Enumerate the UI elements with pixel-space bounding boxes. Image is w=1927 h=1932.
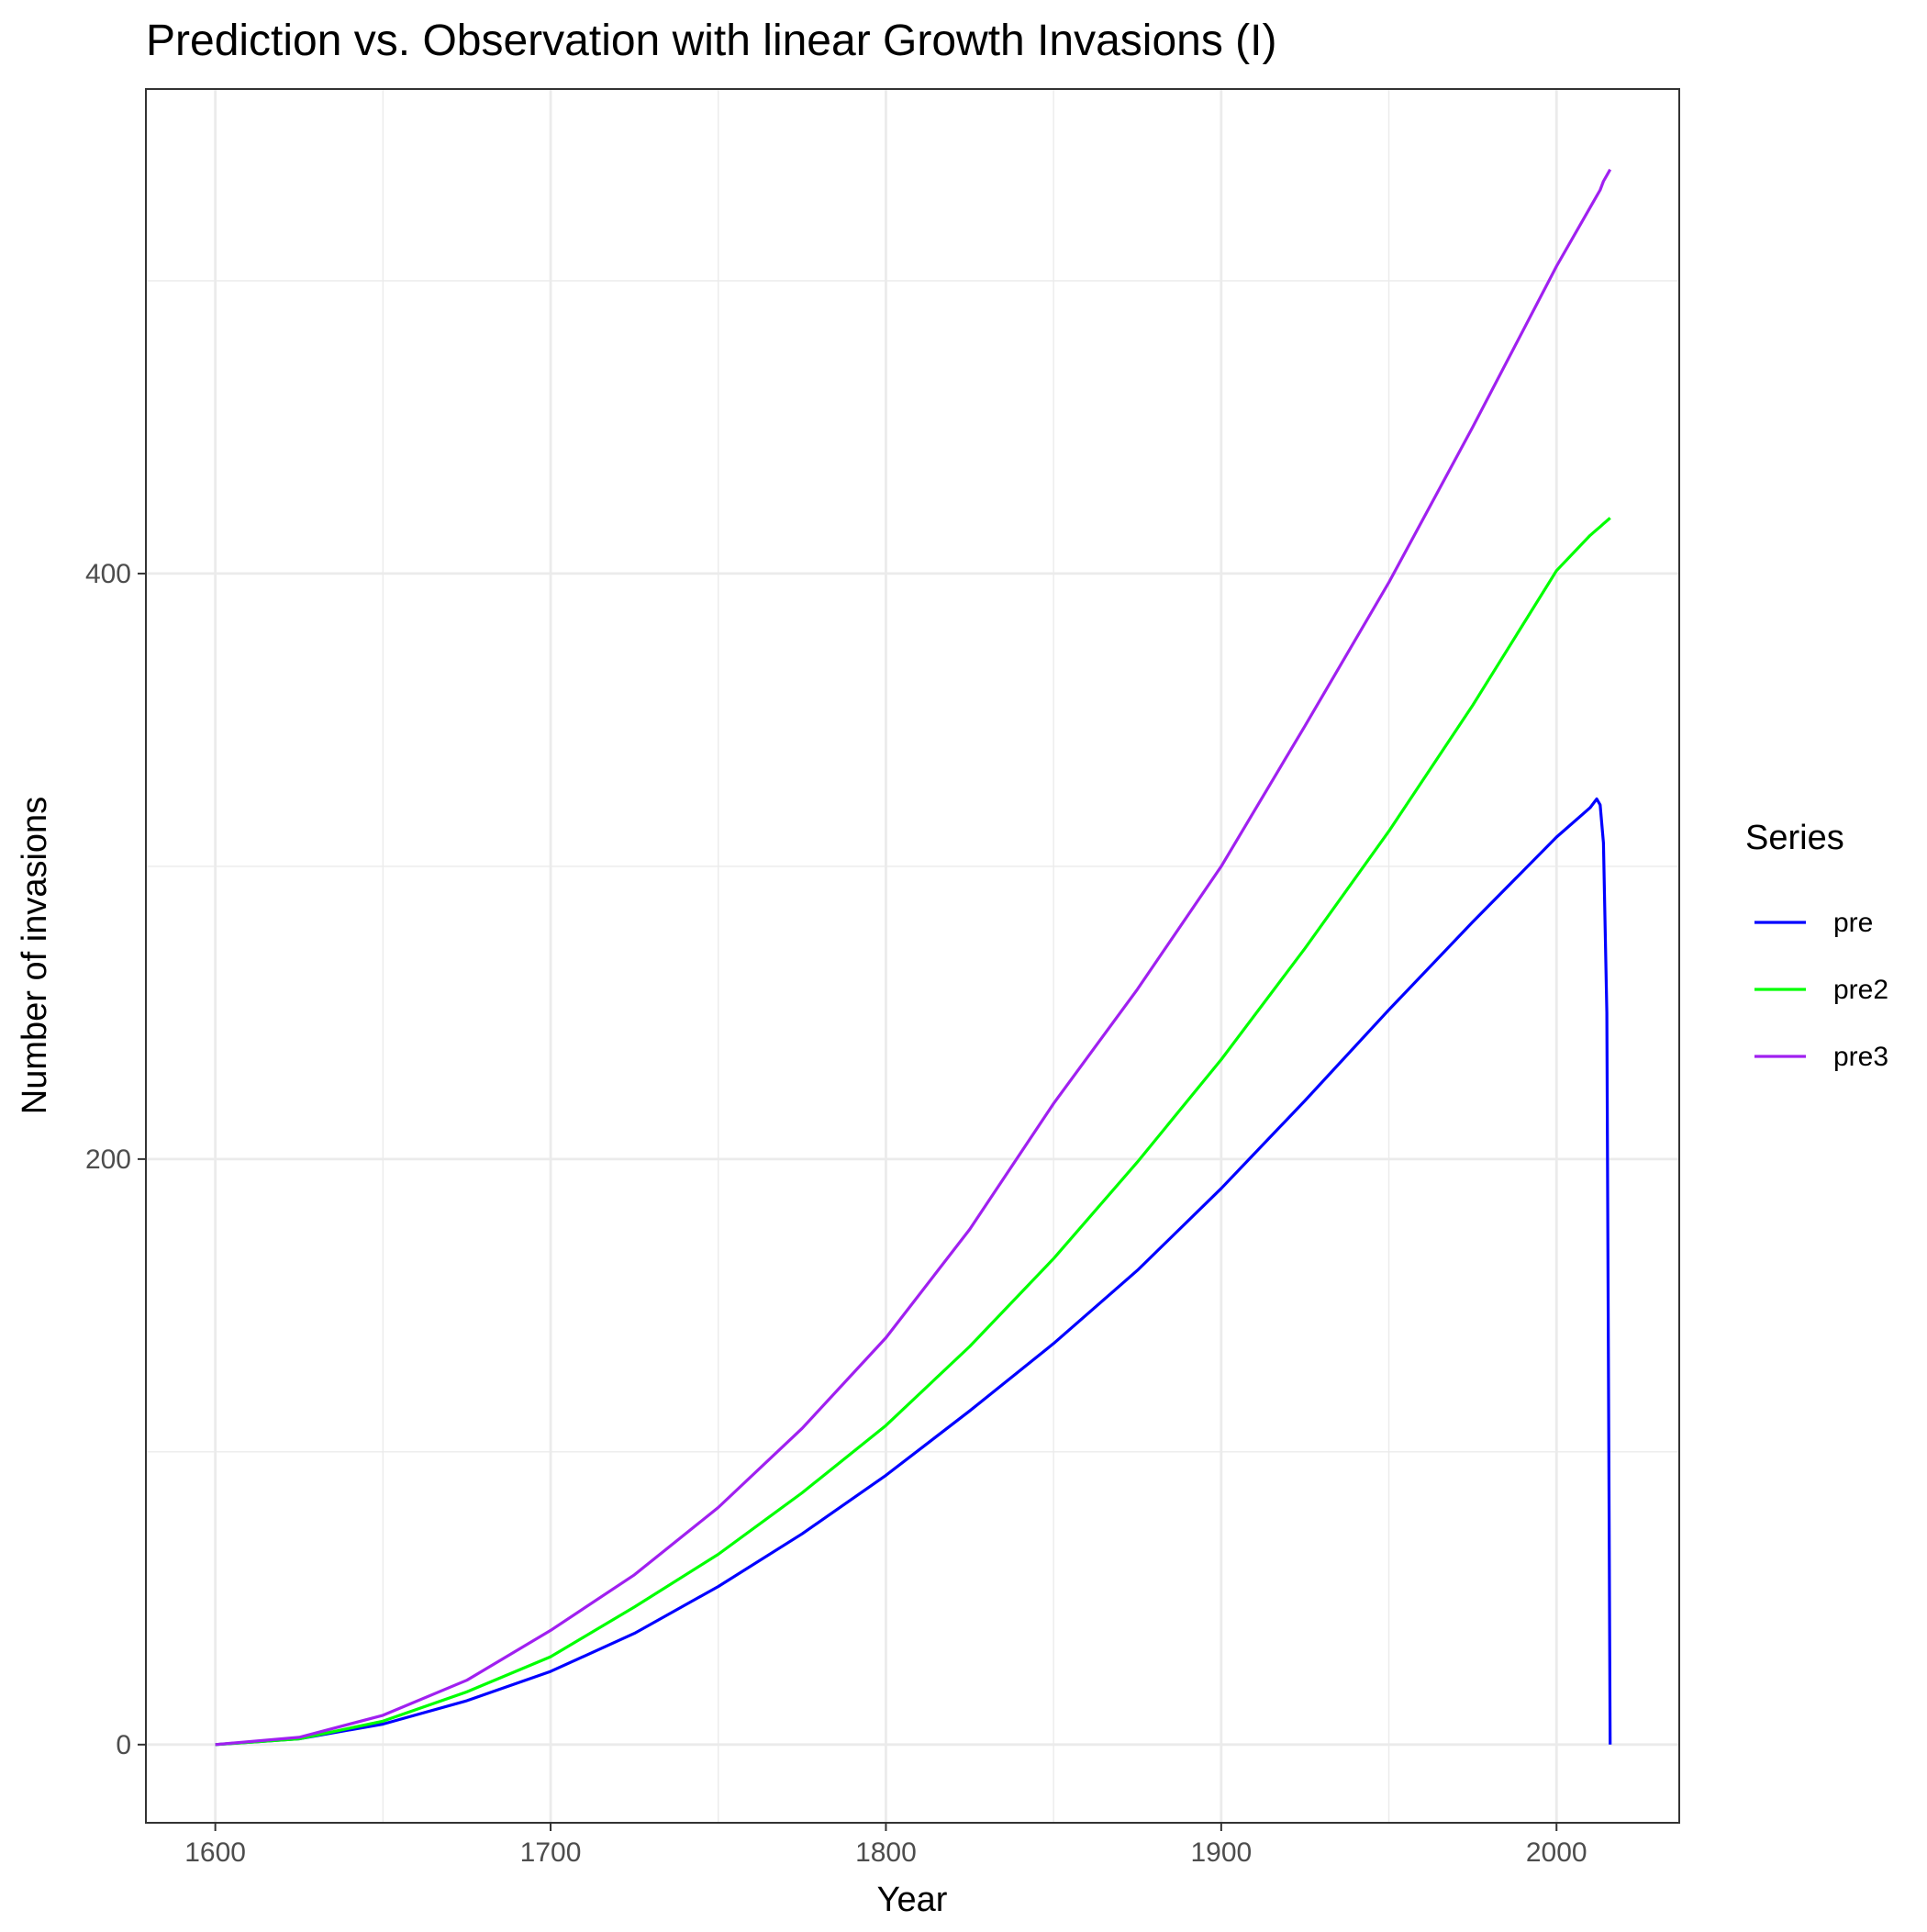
chart-title: Prediction vs. Observation with linear G… <box>146 17 1276 65</box>
series-line <box>215 168 1612 1747</box>
legend-label: pre3 <box>1833 1042 1888 1072</box>
y-tick-label: 200 <box>85 1145 131 1175</box>
legend-label: pre2 <box>1833 975 1888 1005</box>
plot-border <box>145 88 1680 1824</box>
x-tick-label: 1800 <box>855 1837 917 1868</box>
legend-label: pre <box>1833 908 1873 938</box>
x-tick-label: 1600 <box>184 1837 246 1868</box>
legend-title: Series <box>1745 819 1844 857</box>
x-tick-label: 1700 <box>520 1837 582 1868</box>
y-axis-title: Number of invasions <box>16 797 54 1114</box>
series-line <box>215 517 1611 1747</box>
plot-background <box>146 89 1679 1823</box>
y-tick-label: 400 <box>85 559 131 589</box>
x-tick-label: 1900 <box>1190 1837 1252 1868</box>
x-tick-label: 2000 <box>1526 1837 1587 1868</box>
series-line <box>215 797 1612 1747</box>
y-tick-label: 0 <box>116 1730 131 1760</box>
x-axis-title: Year <box>877 1881 948 1919</box>
